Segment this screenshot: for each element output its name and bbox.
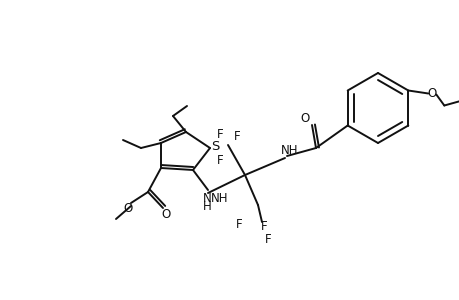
- Text: H: H: [202, 200, 211, 212]
- Text: NH: NH: [211, 193, 228, 206]
- Text: S: S: [210, 140, 218, 152]
- Text: O: O: [300, 112, 309, 125]
- Text: F: F: [216, 154, 223, 166]
- Text: O: O: [123, 202, 132, 214]
- Text: F: F: [260, 220, 267, 233]
- Text: NH: NH: [280, 145, 298, 158]
- Text: F: F: [264, 233, 271, 247]
- Text: O: O: [427, 87, 436, 100]
- Text: F: F: [216, 128, 223, 142]
- Text: N: N: [202, 191, 211, 205]
- Text: F: F: [235, 218, 242, 232]
- Text: F: F: [233, 130, 240, 142]
- Text: O: O: [161, 208, 170, 221]
